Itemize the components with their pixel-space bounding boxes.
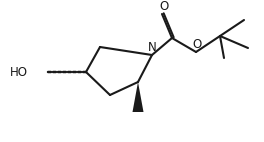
Text: HO: HO: [10, 65, 28, 79]
Text: O: O: [159, 0, 169, 13]
Text: O: O: [192, 38, 202, 51]
Text: N: N: [148, 41, 156, 54]
Polygon shape: [133, 82, 144, 112]
